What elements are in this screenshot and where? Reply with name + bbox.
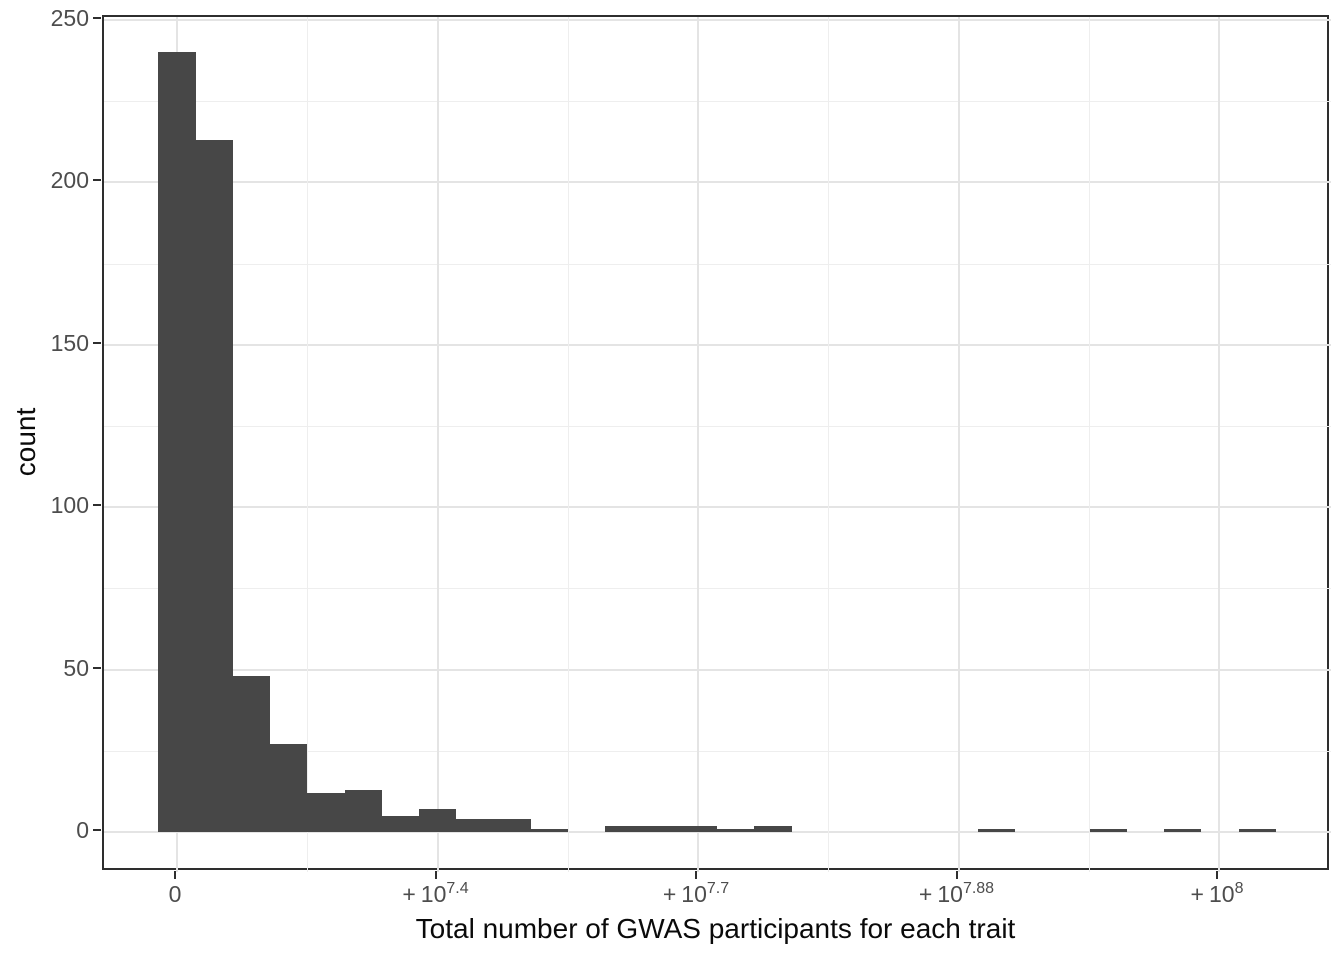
- histogram-bar: [978, 828, 1015, 832]
- plus-sign: +: [402, 881, 416, 907]
- histogram-bar: [307, 793, 345, 832]
- grid-major-y: [104, 19, 1331, 21]
- grid-minor-y: [104, 263, 1331, 265]
- histogram-bar: [717, 828, 754, 832]
- grid-major-x: [957, 17, 960, 872]
- x-tick-label: +107.88: [918, 880, 995, 907]
- x-tick-mark: [434, 871, 437, 879]
- y-tick-label: 250: [50, 5, 89, 31]
- y-tick-mark: [93, 341, 101, 344]
- plus-sign: +: [1190, 881, 1204, 907]
- grid-minor-y: [104, 101, 1331, 103]
- x-tick-label: +107.7: [662, 880, 730, 907]
- grid-minor-x: [1088, 17, 1090, 872]
- x-tick-mark: [955, 871, 958, 879]
- y-tick-label: 150: [50, 329, 89, 356]
- x-tick-label: 0: [168, 881, 182, 907]
- y-tick-mark: [93, 666, 101, 669]
- histogram-bar: [680, 825, 717, 832]
- y-tick-label: 0: [76, 817, 89, 843]
- grid-minor-x: [828, 17, 830, 872]
- exponent: 8: [1234, 880, 1244, 897]
- histogram-bar: [754, 825, 792, 832]
- histogram-bar: [196, 140, 233, 832]
- histogram-bar: [233, 676, 270, 832]
- plus-sign: +: [918, 881, 933, 907]
- histogram-bar: [494, 819, 531, 832]
- y-tick-mark: [93, 179, 101, 182]
- grid-minor-y: [104, 426, 1331, 427]
- grid-major-y: [104, 668, 1331, 671]
- histogram-bar: [419, 809, 456, 832]
- x-tick-label: +107.4: [402, 880, 469, 907]
- y-tick-mark: [93, 17, 101, 19]
- y-axis-title: count: [10, 407, 41, 477]
- plus-sign: +: [662, 881, 677, 907]
- histogram-bar: [1239, 828, 1276, 832]
- x-tick-label: +108: [1190, 880, 1244, 907]
- exponent: 7.4: [446, 880, 469, 897]
- grid-minor-x: [307, 17, 309, 872]
- x-axis-title: Total number of GWAS participants for ea…: [415, 913, 1016, 944]
- grid-major-y: [104, 181, 1331, 184]
- exponent: 7.88: [962, 880, 995, 897]
- y-tick-label: 100: [50, 492, 89, 519]
- grid-major-y: [104, 831, 1331, 833]
- grid-major-y: [104, 506, 1331, 509]
- histogram-bar: [1164, 828, 1201, 832]
- histogram-bar: [158, 52, 196, 832]
- x-tick-mark: [174, 871, 176, 879]
- histogram-bar: [605, 825, 643, 832]
- grid-minor-y: [104, 750, 1331, 752]
- y-tick-mark: [93, 504, 101, 507]
- grid-minor-y: [104, 588, 1331, 590]
- histogram-bar: [531, 828, 568, 832]
- y-tick-mark: [93, 829, 101, 831]
- histogram-bar: [382, 815, 419, 832]
- exponent: 7.7: [706, 880, 730, 897]
- histogram-bar: [1090, 828, 1127, 832]
- histogram-bar: [345, 789, 382, 832]
- x-tick-mark: [1216, 871, 1218, 879]
- y-tick-label: 50: [63, 654, 89, 681]
- grid-major-x: [436, 17, 439, 872]
- grid-major-x: [697, 17, 699, 872]
- grid-major-y: [104, 343, 1331, 346]
- histogram-bar: [456, 819, 494, 832]
- grid-minor-x: [567, 17, 569, 872]
- plot-panel: [102, 15, 1331, 872]
- histogram-bar: [643, 825, 680, 832]
- x-tick-mark: [695, 871, 697, 879]
- grid-major-x: [1218, 17, 1220, 872]
- y-tick-label: 200: [50, 167, 89, 194]
- histogram-bar: [270, 744, 307, 832]
